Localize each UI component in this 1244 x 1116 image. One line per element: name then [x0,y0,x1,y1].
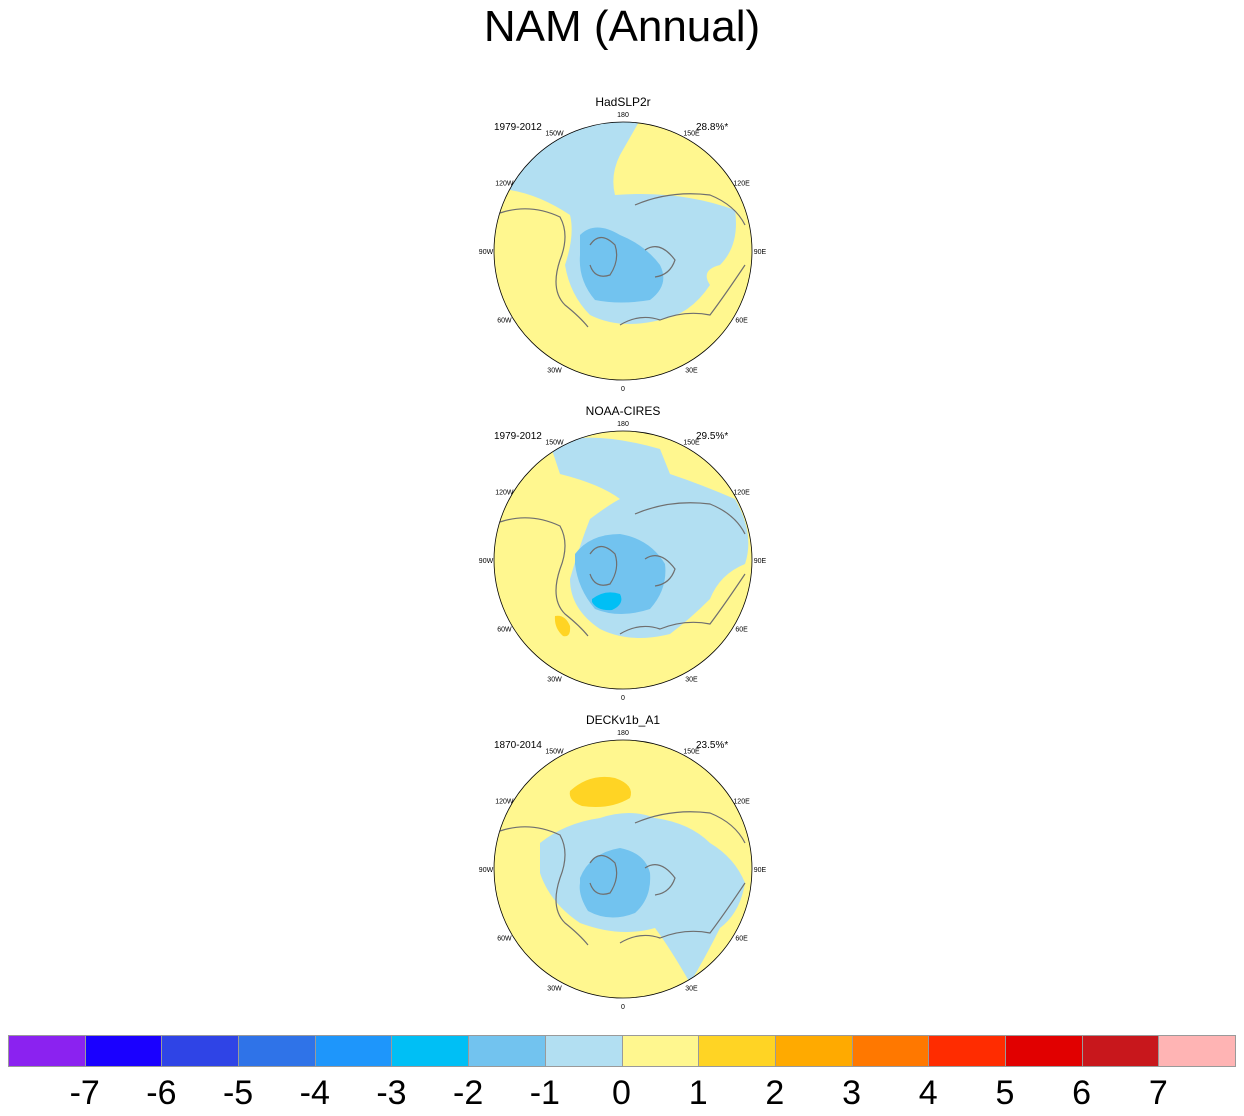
longitude-label: 60W [497,627,512,634]
panel-variance: 23.5%* [696,740,729,751]
field-negative-1 [510,122,736,324]
longitude-label: 90W [479,558,494,565]
longitude-label: 30W [547,677,562,684]
longitude-label: 30W [547,368,562,375]
colorbar-box [314,1035,393,1067]
longitude-label: 90W [479,249,494,256]
colorbar-label: -7 [69,1074,100,1112]
field-negative-3 [592,592,622,611]
figure-title: NAM (Annual) [483,2,761,51]
colorbar-box [1004,1035,1083,1067]
field-positive-2 [569,776,631,807]
coastlines [499,502,746,637]
longitude-label: 90W [479,867,494,874]
polar-map: 180 150W 150E 120W 120E 90W 90E 60W 60E 30W 30E 0 [479,112,767,393]
longitude-label: 120E [733,181,750,188]
colorbar-label: 3 [842,1074,862,1112]
colorbar-label: 4 [918,1074,938,1112]
longitude-label: 150W [545,130,564,137]
colorbar-box [468,1035,546,1067]
panel-title: HadSLP2r [595,95,651,109]
panel-period: 1979-2012 [494,431,542,442]
colorbar-label: -3 [376,1074,407,1112]
colorbar-label: 0 [612,1074,631,1112]
longitude-label: 90E [754,867,767,874]
field-negative-2 [575,534,666,614]
longitude-label: 150W [545,439,564,446]
longitude-label: 120W [495,799,514,806]
longitude-label: 120E [733,490,750,497]
panel-variance: 28.8%* [696,122,729,133]
longitude-label: 30E [685,677,698,684]
longitude-labels: 180 150W 150E 120W 120E 90W 90E 60W 60E 30W 30E 0 [479,730,767,1011]
map-panel-hadslp2r: HadSLP2r 1979-2012 28.8%* 180 150W 150E 120… [470,95,776,395]
coastlines [499,193,746,328]
colorbar-label: -6 [146,1074,177,1112]
map-panel-noaa-cires: NOAA-CIRES 1979-2012 29.5%* 180 150W 150E 1… [470,404,776,704]
colorbar-box [698,1035,776,1067]
longitude-label: 30W [547,986,562,993]
longitude-label: 30E [685,368,698,375]
longitude-labels: 180 150W 150E 120W 120E 90W 90E 60W 60E 30W 30E 0 [479,112,767,393]
longitude-label: 150E [683,748,700,755]
longitude-label: 150E [683,439,700,446]
longitude-label: 60W [497,936,512,943]
map-boundary [493,739,753,999]
colorbar-box [161,1035,240,1067]
colorbar-box [8,1035,86,1067]
colorbar-label: 6 [1072,1074,1092,1112]
longitude-label: 60E [735,627,748,634]
colorbar-box [1081,1035,1160,1067]
longitude-label: 180 [617,112,629,119]
colorbar-label: -1 [529,1074,560,1112]
map-boundary [493,121,753,381]
field-negative-2 [579,227,664,303]
longitude-label: 60E [735,936,748,943]
colorbar-label: -4 [299,1074,330,1112]
panel-period: 1870-2014 [494,740,542,751]
longitude-label: 90E [754,249,767,256]
panel-period: 1979-2012 [494,122,542,133]
map-panel-deckv1b-a1: DECKv1b_A1 1870-2014 23.5%* 180 150W 150E 1… [470,713,776,1013]
longitude-labels: 180 150W 150E 120W 120E 90W 90E 60W 60E 30W 30E 0 [479,421,767,702]
panel-title: DECKv1b_A1 [585,713,661,727]
colorbar-box [391,1035,470,1067]
colorbar [8,1035,1236,1069]
longitude-label: 180 [617,730,629,737]
colorbar-box [774,1035,853,1067]
longitude-label: 150E [683,130,700,137]
colorbar-label: 7 [1148,1074,1168,1112]
colorbar-label: -5 [222,1074,254,1112]
coastlines [499,811,746,946]
longitude-label: 60W [497,318,512,325]
colorbar-box [1158,1035,1236,1067]
colorbar-box [84,1035,163,1067]
field-positive-2 [554,615,571,637]
colorbar-box [544,1035,623,1067]
colorbar-box [851,1035,930,1067]
longitude-label: 120W [495,490,514,497]
longitude-label: 150W [545,748,564,755]
longitude-label: 0 [621,1004,625,1011]
panel-title: NOAA-CIRES [585,404,661,418]
map-boundary [493,430,753,690]
colorbar-box [621,1035,700,1067]
longitude-label: 30E [685,986,698,993]
panel-variance: 29.5%* [696,431,729,442]
longitude-label: 120W [495,181,514,188]
colorbar-label: -2 [453,1074,484,1112]
colorbar-label: 1 [688,1074,708,1112]
colorbar-label: 5 [995,1074,1015,1112]
longitude-label: 120E [733,799,750,806]
colorbar-box [928,1035,1006,1067]
colorbar-box [238,1035,316,1067]
longitude-label: 90E [754,558,767,565]
polar-map: 180 150W 150E 120W 120E 90W 90E 60W 60E 30W 30E 0 [479,421,767,702]
longitude-label: 0 [621,386,625,393]
longitude-label: 60E [735,318,748,325]
longitude-label: 180 [617,421,629,428]
longitude-label: 0 [621,695,625,702]
polar-map: 180 150W 150E 120W 120E 90W 90E 60W 60E 30W 30E 0 [479,730,767,1011]
colorbar-label: 2 [765,1074,785,1112]
